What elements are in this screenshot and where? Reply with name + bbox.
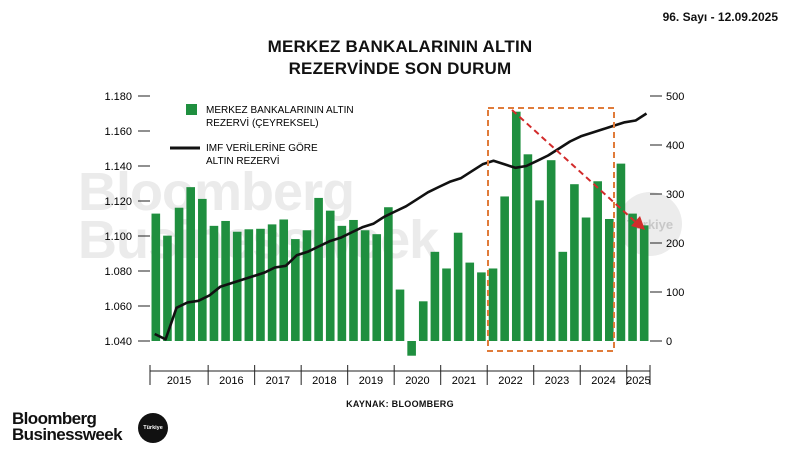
bar [384, 207, 393, 341]
brand-logo: Bloomberg Businessweek [12, 409, 123, 444]
x-tick-label: 2017 [266, 375, 290, 387]
bar [151, 213, 161, 341]
bar [209, 225, 219, 341]
bar [593, 181, 602, 341]
left-tick-label: 1.160 [104, 126, 132, 138]
issue-date: 96. Sayı - 12.09.2025 [662, 10, 778, 24]
bar [453, 232, 463, 341]
right-axis: 0 100 200 300 400 500 [650, 91, 684, 348]
x-tick-label: 2025 [626, 375, 650, 387]
bar [639, 225, 649, 341]
bar [581, 217, 591, 341]
bar [302, 230, 312, 341]
left-tick-label: 1.060 [104, 301, 132, 313]
imf-reserve-line [154, 112, 648, 341]
bar [360, 230, 370, 341]
bar [605, 218, 614, 341]
legend-bar-swatch [186, 104, 197, 115]
bar [511, 111, 521, 342]
bar [337, 225, 347, 341]
left-tick-label: 1.100 [104, 231, 132, 243]
x-tick-label: 2015 [167, 375, 191, 387]
bar [256, 228, 265, 341]
bar [523, 154, 533, 341]
bar [163, 235, 172, 341]
x-tick-label: 2023 [545, 375, 569, 387]
bar [570, 184, 579, 341]
bar [477, 272, 486, 341]
bar [442, 268, 451, 341]
title-line-1: MERKEZ BANKALARININ ALTIN [267, 37, 533, 56]
bar [267, 224, 277, 341]
bar [535, 200, 544, 341]
source-note: KAYNAK: BLOOMBERG [346, 399, 454, 409]
x-tick-label: 2016 [219, 375, 243, 387]
left-tick-label: 1.080 [104, 266, 132, 278]
brand-line-2: Businessweek [12, 425, 123, 444]
x-tick-label: 2018 [312, 375, 336, 387]
left-tick-label: 1.180 [104, 91, 132, 103]
bar [407, 341, 416, 356]
title-line-2: REZERVİNDE SON DURUM [288, 59, 512, 78]
bar [174, 207, 184, 341]
legend: MERKEZ BANKALARININ ALTIN REZERVİ (ÇEYRE… [170, 104, 354, 167]
x-tick-label: 2020 [405, 375, 429, 387]
bar-series [151, 111, 649, 356]
left-tick-label: 1.040 [104, 336, 132, 348]
bar [616, 163, 626, 341]
x-tick-label: 2022 [498, 375, 522, 387]
bar [186, 187, 195, 341]
right-tick-label: 500 [666, 91, 684, 103]
bar [291, 239, 300, 341]
bar [349, 219, 358, 341]
bar [430, 251, 440, 341]
bar [244, 229, 254, 341]
legend-line-label-1: IMF VERİLERİNE GÖRE [206, 141, 318, 154]
legend-line-label-2: ALTIN REZERVİ [206, 154, 280, 167]
right-tick-label: 100 [666, 287, 684, 299]
bar [488, 268, 498, 341]
bar [198, 198, 207, 341]
bar [372, 234, 382, 341]
bar [418, 301, 428, 341]
legend-bar-label-2: REZERVİ (ÇEYREKSEL) [206, 116, 319, 129]
left-tick-label: 1.140 [104, 161, 132, 173]
x-tick-label: 2024 [591, 375, 615, 387]
bar [395, 289, 405, 341]
bar [465, 262, 475, 341]
bar [232, 231, 242, 341]
line-series [154, 112, 648, 341]
bar [546, 160, 556, 341]
brand-badge: Türkiye [138, 413, 168, 443]
x-tick-label: 2019 [359, 375, 383, 387]
watermark-line-1: Bloomberg [78, 162, 355, 222]
bar [314, 197, 323, 341]
right-tick-label: 0 [666, 336, 672, 348]
x-axis: 2015 2016 2017 2018 2019 2020 2021 2022 2023 2024… [149, 365, 651, 387]
bar [558, 251, 568, 341]
bar [500, 196, 509, 341]
x-tick-label: 2021 [452, 375, 476, 387]
bar [325, 210, 335, 341]
bar [221, 220, 230, 341]
brand-line-1: Bloomberg [12, 409, 97, 428]
trend-arrow-head [631, 216, 645, 230]
legend-bar-label-1: MERKEZ BANKALARININ ALTIN [206, 105, 354, 116]
bar [279, 219, 289, 341]
bar [628, 213, 637, 341]
trend-arrow [511, 109, 645, 230]
right-tick-label: 200 [666, 238, 684, 250]
chart-title: MERKEZ BANKALARININ ALTIN REZERVİNDE SON… [0, 36, 800, 80]
left-tick-label: 1.120 [104, 196, 132, 208]
right-tick-label: 300 [666, 189, 684, 201]
highlight-box [487, 107, 615, 352]
trend-arrow-line [511, 109, 641, 227]
left-axis: 1.040 1.060 1.080 1.100 1.120 1.140 1.160 1.180 [104, 91, 150, 348]
right-tick-label: 400 [666, 140, 684, 152]
